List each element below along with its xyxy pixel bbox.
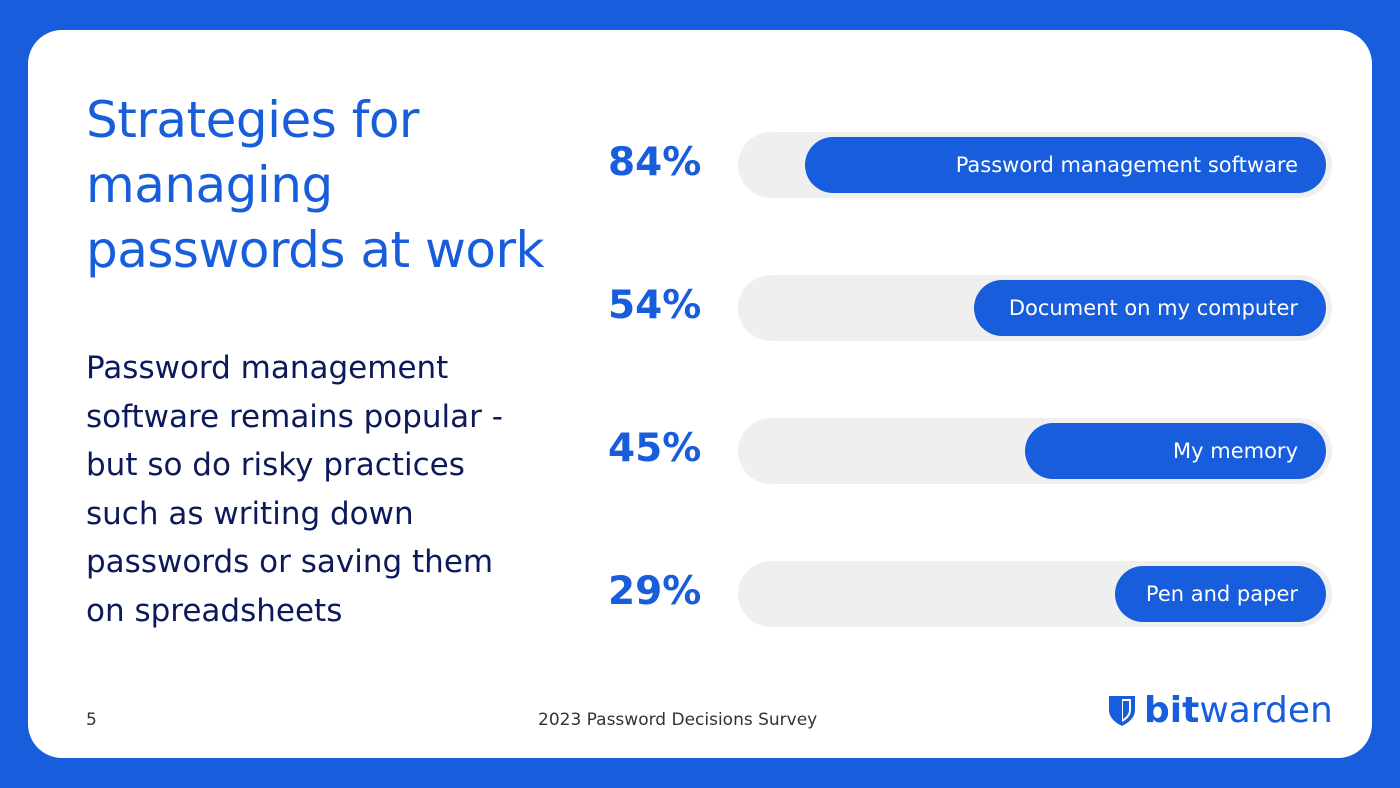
slide-card: Strategies for managing passwords at wor… <box>28 30 1372 758</box>
logo-bold: bit <box>1144 690 1200 731</box>
bar: Password management software <box>804 137 1326 193</box>
bar-row: 54% Document on my computer <box>608 275 1338 341</box>
bar-value-label: 29% <box>608 569 702 614</box>
bar-row: 29% Pen and paper <box>608 561 1338 627</box>
slide-title: Strategies for managing passwords at wor… <box>86 91 544 279</box>
bar-track: My memory <box>738 418 1332 484</box>
bar-category-label: My memory <box>1173 439 1298 463</box>
bar-track: Pen and paper <box>738 561 1332 627</box>
bar-value-label: 54% <box>608 283 702 328</box>
footer-text: 2023 Password Decisions Survey <box>538 710 818 730</box>
bitwarden-logo: bitwarden <box>1108 690 1333 731</box>
bar-track: Document on my computer <box>738 275 1332 341</box>
bar-category-label: Password management software <box>955 153 1298 177</box>
slide-body: Password management software remains pop… <box>86 350 503 629</box>
bar-row: 45% My memory <box>608 418 1338 484</box>
bar-track: Password management software <box>738 132 1332 198</box>
bar: My memory <box>1024 423 1326 479</box>
bar: Pen and paper <box>1114 566 1326 622</box>
shield-icon <box>1109 695 1135 726</box>
bar: Document on my computer <box>973 280 1326 336</box>
bar-category-label: Pen and paper <box>1145 582 1298 606</box>
bar-value-label: 84% <box>608 140 702 185</box>
logo-regular: warden <box>1199 690 1333 731</box>
page-number: 5 <box>86 710 97 730</box>
bar-row: 84% Password management software <box>608 132 1338 198</box>
bar-category-label: Document on my computer <box>1008 296 1298 320</box>
bar-value-label: 45% <box>608 426 702 471</box>
